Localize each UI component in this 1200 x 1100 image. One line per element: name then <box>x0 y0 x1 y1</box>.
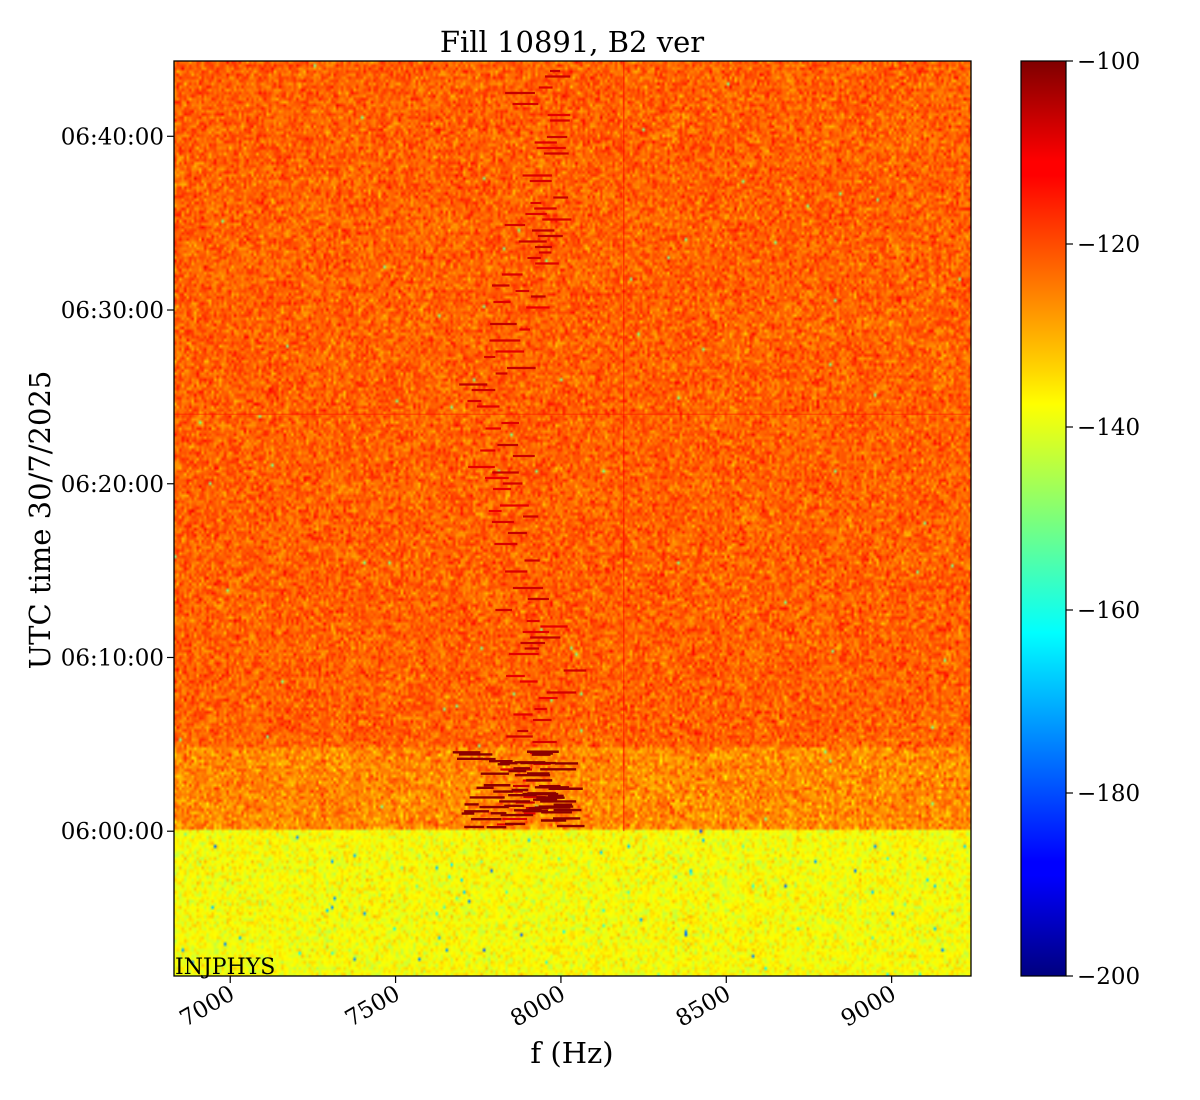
y-tick-label: 06:40:00 <box>61 124 164 150</box>
y-tick-label: 06:10:00 <box>61 645 164 671</box>
colorbar-tick-label: −100 <box>1077 49 1140 75</box>
x-tick-label: 7500 <box>341 981 405 1033</box>
y-tick-label: 06:30:00 <box>61 298 164 324</box>
chart-title: Fill 10891, B2 ver <box>440 25 704 59</box>
plot-frame <box>173 60 972 977</box>
colorbar-tick-label: −160 <box>1077 598 1140 624</box>
y-axis-label: UTC time 30/7/2025 <box>23 371 57 670</box>
y-axis: 06:00:00 06:10:00 06:20:00 06:30:00 06:40:00 <box>61 124 174 845</box>
y-tick-label: 06:00:00 <box>61 819 164 845</box>
x-axis: 7000 7500 8000 8500 9000 <box>176 976 901 1032</box>
x-tick-label: 9000 <box>837 981 901 1033</box>
colorbar: −100 −120 −140 −160 −180 −200 <box>1020 49 1140 990</box>
colorbar-ticks: −100 −120 −140 −160 −180 −200 <box>1066 49 1140 990</box>
injphys-annotation: INJPHYS <box>175 955 275 980</box>
x-tick-label: 8500 <box>672 981 736 1033</box>
colorbar-tick-label: −140 <box>1077 415 1140 441</box>
x-axis-label: f (Hz) <box>530 1036 613 1070</box>
plot-area <box>173 60 972 977</box>
spectral-features <box>174 61 971 832</box>
colorbar-gradient <box>1020 60 1067 977</box>
x-tick-label: 7000 <box>176 981 240 1033</box>
colorbar-tick-label: −120 <box>1077 232 1140 258</box>
colorbar-tick-label: −200 <box>1077 964 1140 990</box>
spectrogram-heatmap <box>174 61 971 976</box>
x-tick-label: 8000 <box>506 981 570 1033</box>
y-tick-label: 06:20:00 <box>61 472 164 498</box>
colorbar-tick-label: −180 <box>1077 781 1140 807</box>
